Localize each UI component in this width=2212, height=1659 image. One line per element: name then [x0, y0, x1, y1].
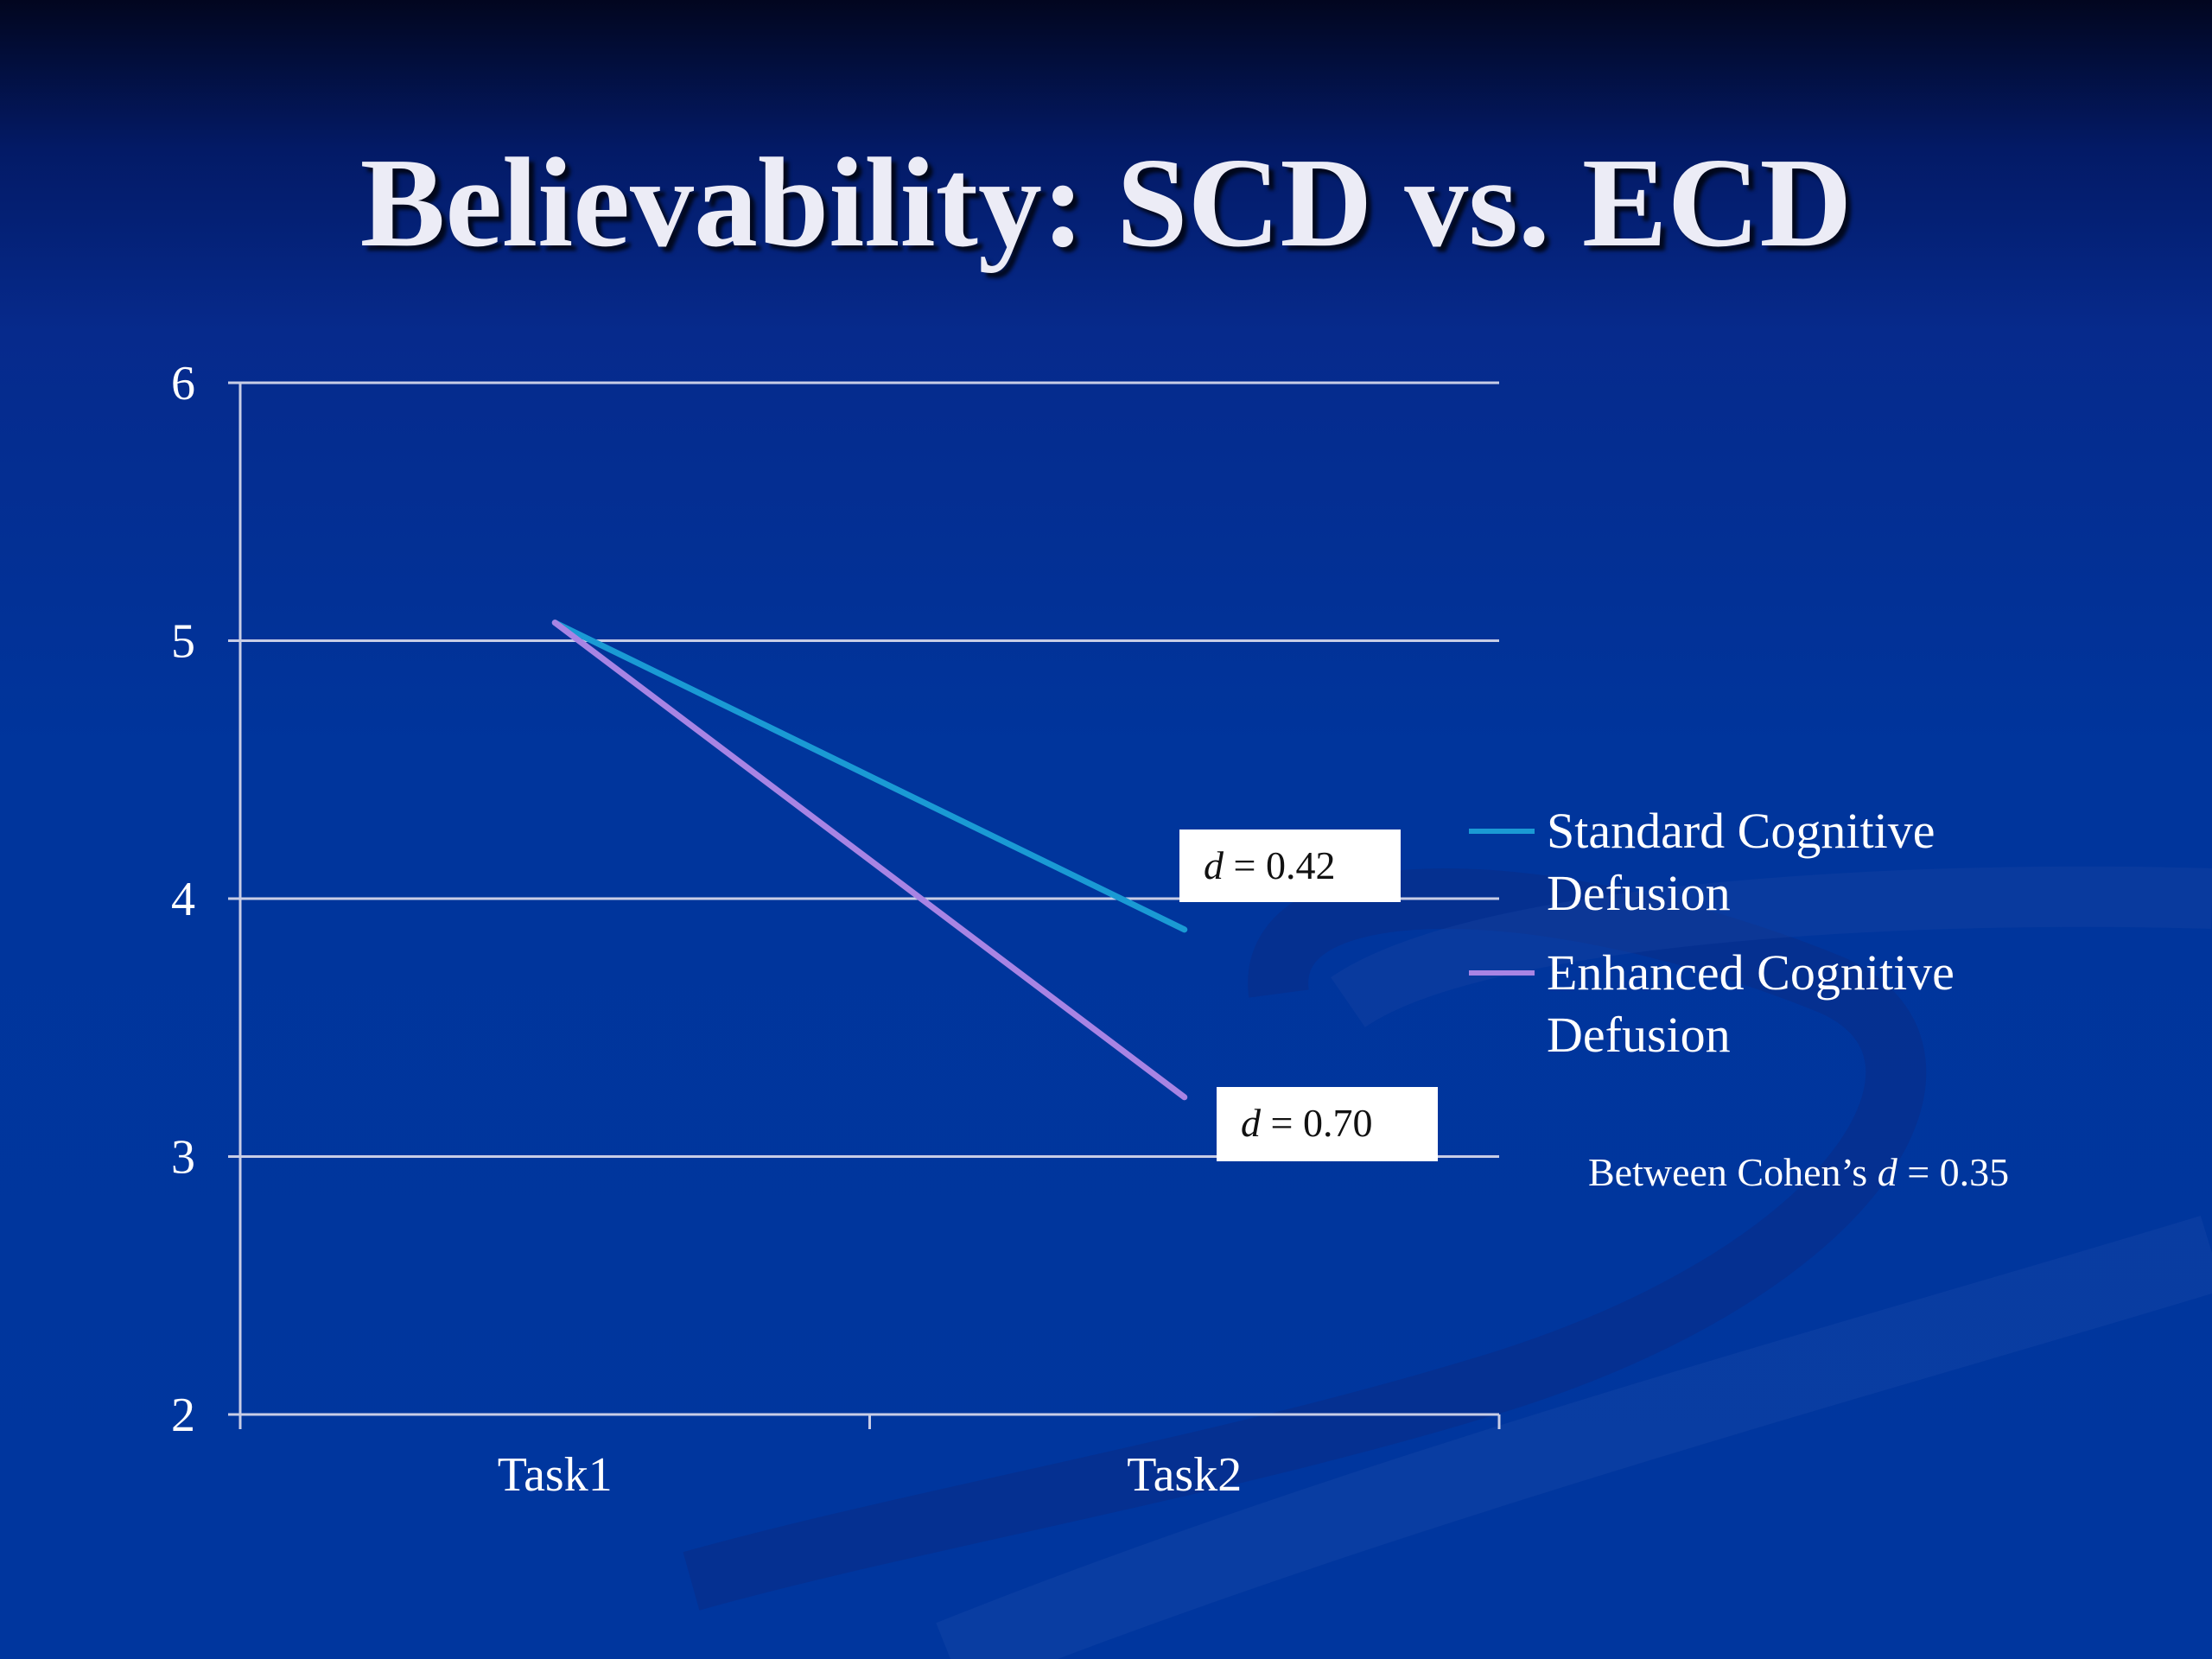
legend-label-standard: Standard Cognitive Defusion — [1547, 803, 1936, 921]
between-cohens-d-note: Between Cohen’s d = 0.35 — [1588, 1150, 2010, 1194]
y-tick-label-4: 4 — [171, 873, 195, 926]
series-line-standard — [551, 620, 1188, 933]
y-tick-label-6: 6 — [171, 357, 195, 410]
legend-swatch-standard — [1469, 829, 1535, 834]
series-lines — [551, 620, 1188, 1101]
effect-size-label-standard: d = 0.42 — [1179, 830, 1401, 902]
x-tick-label-Task1: Task1 — [498, 1448, 613, 1502]
series-line-enhanced — [551, 620, 1188, 1101]
y-tick-label-3: 3 — [171, 1131, 195, 1185]
y-tick-labels: 2 3 4 5 6 — [171, 357, 195, 1442]
slide-title: Believability: SCD vs. ECD — [359, 132, 1853, 274]
x-tick-label-Task2: Task2 — [1127, 1448, 1242, 1502]
axes — [228, 381, 1501, 1429]
y-tick-label-2: 2 — [171, 1389, 195, 1442]
legend-swatch-enhanced — [1469, 970, 1535, 976]
y-tick-label-5: 5 — [171, 615, 195, 669]
legend-item-standard: Standard Cognitive Defusion — [1469, 800, 2031, 925]
legend-label-enhanced: Enhanced Cognitive Defusion — [1547, 944, 1955, 1063]
effect-size-label-enhanced: d = 0.70 — [1217, 1087, 1438, 1161]
x-tick-labels: Task1 Task2 — [498, 1448, 1242, 1502]
gridlines — [240, 381, 1499, 1158]
legend-item-enhanced: Enhanced Cognitive Defusion — [1469, 942, 2031, 1066]
